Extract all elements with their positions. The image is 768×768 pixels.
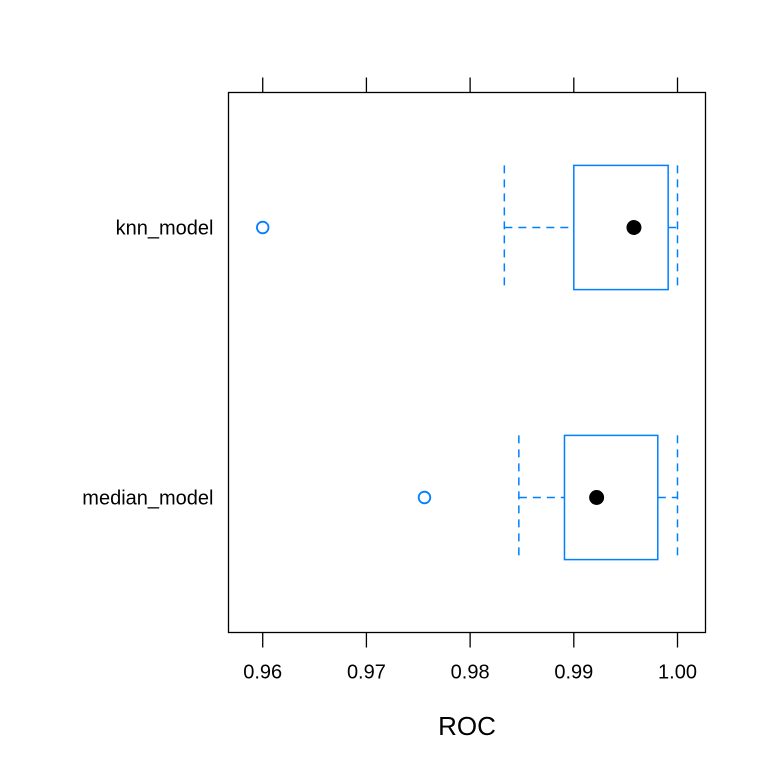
category-labels: knn_model median_model <box>82 218 213 510</box>
bottom-axis-ticks <box>262 632 679 648</box>
x-tick-label: 0.99 <box>554 662 593 684</box>
boxplot-median_model <box>417 434 679 561</box>
x-tick-label: 0.97 <box>347 662 386 684</box>
category-label: median_model <box>82 488 213 510</box>
outlier-point <box>256 220 270 235</box>
median-dot <box>626 220 642 235</box>
box <box>563 434 659 561</box>
plot-frame <box>227 91 707 634</box>
x-axis-label: ROC <box>438 711 496 741</box>
x-tick-label: 1.00 <box>658 662 697 684</box>
box <box>573 164 669 291</box>
median-dot <box>589 490 605 505</box>
category-label: knn_model <box>116 218 214 240</box>
x-tick-labels: 0.96 0.97 0.98 0.99 1.00 <box>243 662 697 684</box>
x-tick-label: 0.96 <box>243 662 282 684</box>
top-axis-ticks <box>262 77 679 93</box>
boxplots <box>256 164 679 561</box>
boxplot-knn_model <box>256 164 679 291</box>
x-tick-label: 0.98 <box>451 662 490 684</box>
outlier-point <box>417 490 432 505</box>
